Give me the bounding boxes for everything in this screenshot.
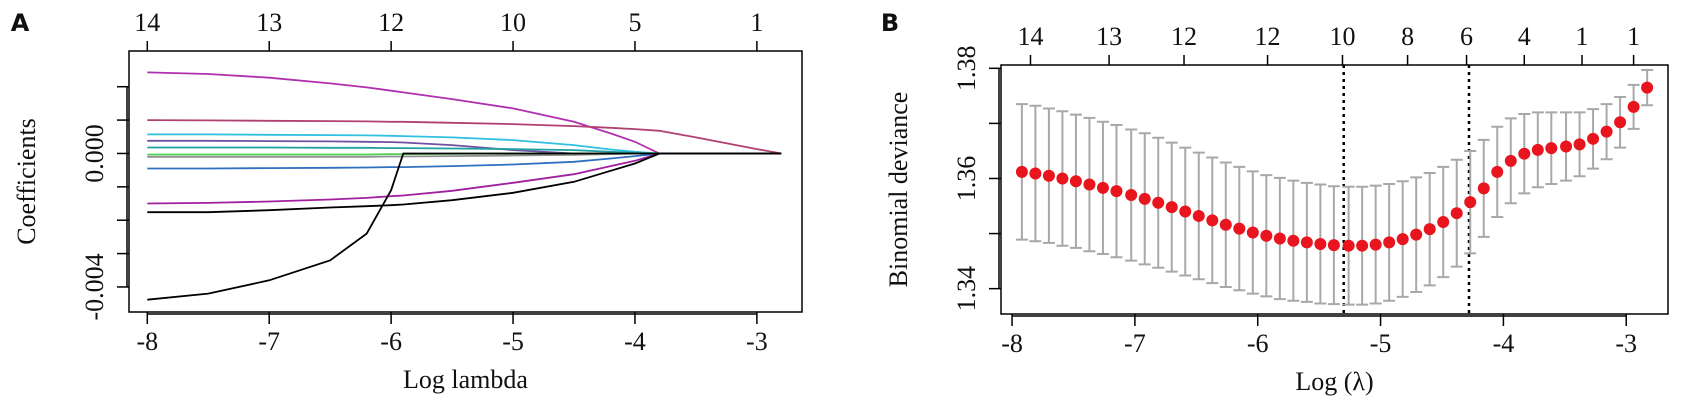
mean-point: [1300, 236, 1313, 249]
mean-point: [1260, 229, 1273, 242]
x2-tick-label: 1: [750, 8, 763, 37]
x2-tick-label: 6: [1460, 22, 1473, 51]
mean-point: [1110, 185, 1123, 198]
x2-tick-label: 5: [628, 8, 641, 37]
mean-point: [1491, 165, 1504, 178]
x-tick-label: -5: [1370, 329, 1392, 358]
x2-tick-label: 10: [500, 8, 526, 37]
mean-point: [1273, 232, 1286, 245]
x2-tick-label: 1: [1576, 22, 1589, 51]
y-tick-label: 0.000: [80, 124, 109, 183]
mean-point: [1152, 196, 1165, 209]
mean-point: [1342, 239, 1355, 252]
coefficient-path: [147, 133, 782, 155]
x-axis-title: Log (λ): [1295, 367, 1373, 396]
x2-tick-label: 4: [1518, 22, 1531, 51]
x2-tick-label: 12: [378, 8, 404, 37]
x-tick-label: -3: [746, 327, 768, 356]
mean-point: [1600, 125, 1613, 138]
mean-point: [1015, 165, 1028, 178]
x2-tick-label: 13: [256, 8, 282, 37]
mean-point: [1192, 209, 1205, 222]
x2-tick-label: 10: [1329, 22, 1355, 51]
plot-frame: [128, 50, 803, 313]
x-tick-label: -6: [380, 327, 402, 356]
y-axis-title: Coefficients: [12, 118, 41, 245]
x2-tick-label: 12: [1255, 22, 1281, 51]
mean-point: [1179, 205, 1192, 218]
mean-point: [1587, 132, 1600, 145]
mean-point: [1042, 169, 1055, 182]
mean-point: [1327, 239, 1340, 252]
coefficient-path: [147, 152, 782, 214]
mean-point: [1573, 138, 1586, 151]
x-tick-label: -5: [502, 327, 524, 356]
mean-point: [1219, 218, 1232, 231]
x-tick-label: -6: [1247, 329, 1269, 358]
mean-point: [1641, 81, 1654, 94]
mean-point: [1627, 100, 1640, 113]
mean-point: [1069, 175, 1082, 188]
x2-tick-label: 12: [1171, 22, 1197, 51]
mean-point: [1096, 181, 1109, 194]
y-tick-label: 1.38: [952, 46, 981, 92]
mean-point: [1477, 182, 1490, 195]
x2-tick-label: 8: [1401, 22, 1414, 51]
mean-point: [1083, 178, 1096, 191]
coefficient-path: [147, 152, 782, 205]
mean-point: [1518, 147, 1531, 160]
mean-point: [1206, 214, 1219, 227]
mean-point: [1287, 234, 1300, 247]
mean-point: [1246, 226, 1259, 239]
mean-point: [1383, 236, 1396, 249]
panel-label: B: [881, 9, 899, 37]
y-tick-label: -0.004: [80, 253, 109, 320]
x-tick-label: -7: [1124, 329, 1146, 358]
x2-tick-label: 13: [1096, 22, 1122, 51]
mean-point: [1614, 116, 1627, 129]
mean-point: [1464, 196, 1477, 209]
plot-frame: [1000, 64, 1669, 315]
mean-point: [1531, 143, 1544, 156]
mean-point: [1125, 189, 1138, 202]
x2-tick-label: 1: [1627, 22, 1640, 51]
mean-point: [1396, 233, 1409, 246]
x-tick-label: -7: [258, 327, 280, 356]
mean-point: [1504, 154, 1517, 167]
mean-point: [1056, 172, 1069, 185]
mean-point: [1560, 140, 1573, 153]
x2-tick-label: 14: [1017, 22, 1043, 51]
y-tick-label: 1.36: [952, 156, 981, 202]
mean-point: [1029, 167, 1042, 180]
x-tick-label: -4: [1493, 329, 1515, 358]
y-tick-label: 1.34: [952, 266, 981, 312]
coefficient-path: [147, 119, 782, 155]
y-axis-title: Binomial deviance: [884, 92, 913, 288]
mean-point: [1138, 192, 1151, 205]
x-tick-label: -8: [136, 327, 158, 356]
coefficient-path: [147, 152, 782, 301]
x-tick-label: -3: [1615, 329, 1637, 358]
mean-point: [1545, 142, 1558, 155]
mean-point: [1356, 239, 1369, 252]
mean-point: [1423, 223, 1436, 236]
panel-label: A: [11, 9, 30, 37]
mean-point: [1450, 207, 1463, 220]
mean-point: [1437, 216, 1450, 229]
mean-point: [1233, 222, 1246, 235]
x-tick-label: -8: [1001, 329, 1023, 358]
mean-point: [1410, 228, 1423, 241]
mean-point: [1369, 238, 1382, 251]
x-tick-label: -4: [624, 327, 646, 356]
mean-point: [1314, 238, 1327, 251]
x-axis-title: Log lambda: [403, 365, 528, 394]
x2-tick-label: 14: [134, 8, 160, 37]
mean-point: [1165, 201, 1178, 214]
